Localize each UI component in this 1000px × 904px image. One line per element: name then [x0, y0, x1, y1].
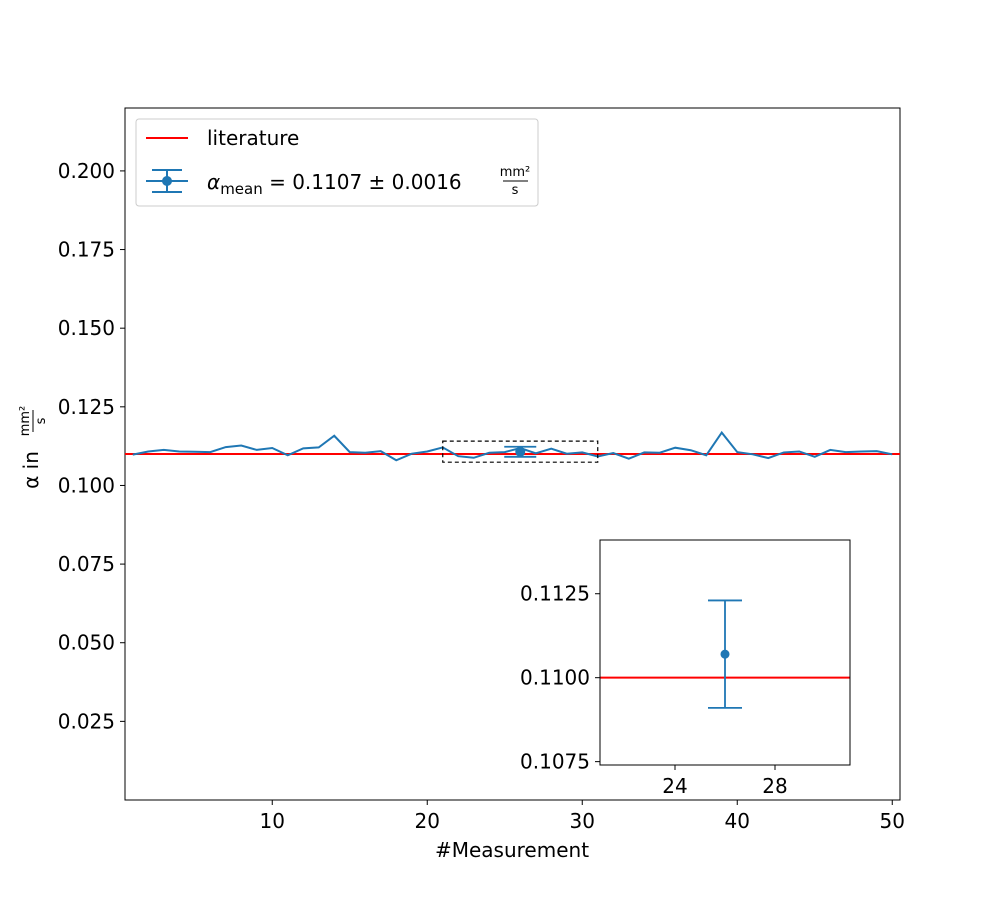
y-axis-unit-numerator: mm² [18, 406, 33, 437]
x-tick-label: 40 [725, 809, 750, 833]
y-axis-title: α in mm² s [18, 406, 49, 489]
x-tick-label: 50 [880, 809, 905, 833]
inset-ticks: 24 28 0.1075 0.1100 0.1125 [520, 582, 788, 798]
legend-mean-unit-numerator: mm² [500, 165, 531, 180]
legend-mean-unit-denominator: s [512, 183, 519, 198]
main-ticks: 10 20 30 40 50 0.025 0.050 0.075 0.100 0.125 0.150… [58, 159, 905, 833]
measurement-series-line [132, 430, 893, 462]
mean-point [515, 446, 526, 457]
y-tick-label: 0.075 [58, 552, 115, 576]
legend-mean-swatch [146, 169, 188, 193]
legend-mean-value: = 0.1107 ± 0.0016 [263, 170, 468, 194]
x-tick-label: 30 [570, 809, 595, 833]
inset-y-tick-label: 0.1075 [520, 750, 590, 774]
inset-mean-errorbar [708, 599, 742, 709]
mean-errorbar [504, 445, 537, 458]
legend-literature-label: literature [207, 126, 299, 150]
y-tick-label: 0.100 [58, 473, 115, 497]
legend-mean-symbol: α [207, 170, 220, 194]
y-axis-title-prefix: α in [19, 451, 43, 489]
y-tick-label: 0.025 [58, 709, 115, 733]
y-tick-label: 0.050 [58, 631, 115, 655]
legend-mean-subscript: mean [220, 180, 263, 198]
zoom-region-box [442, 440, 599, 463]
y-tick-label: 0.175 [58, 238, 115, 262]
legend-mean-label: αmean = 0.1107 ± 0.0016 [207, 170, 468, 198]
inset-x-tick-label: 24 [662, 774, 687, 798]
x-tick-label: 10 [260, 809, 285, 833]
legend: literature αmean = 0.1107 ± 0.0016 mm² s [135, 118, 539, 207]
x-tick-label: 20 [415, 809, 440, 833]
y-axis-unit-denominator: s [34, 417, 49, 424]
y-tick-label: 0.200 [58, 159, 115, 183]
inset-axes-frame [599, 539, 851, 766]
y-tick-label: 0.150 [58, 316, 115, 340]
x-axis-title: #Measurement [435, 838, 589, 862]
y-tick-label: 0.125 [58, 395, 115, 419]
inset-x-tick-label: 28 [762, 774, 787, 798]
legend-box [135, 118, 539, 207]
mean-point [720, 649, 730, 659]
inset-y-tick-label: 0.1100 [520, 666, 590, 690]
inset-y-tick-label: 0.1125 [520, 582, 590, 606]
